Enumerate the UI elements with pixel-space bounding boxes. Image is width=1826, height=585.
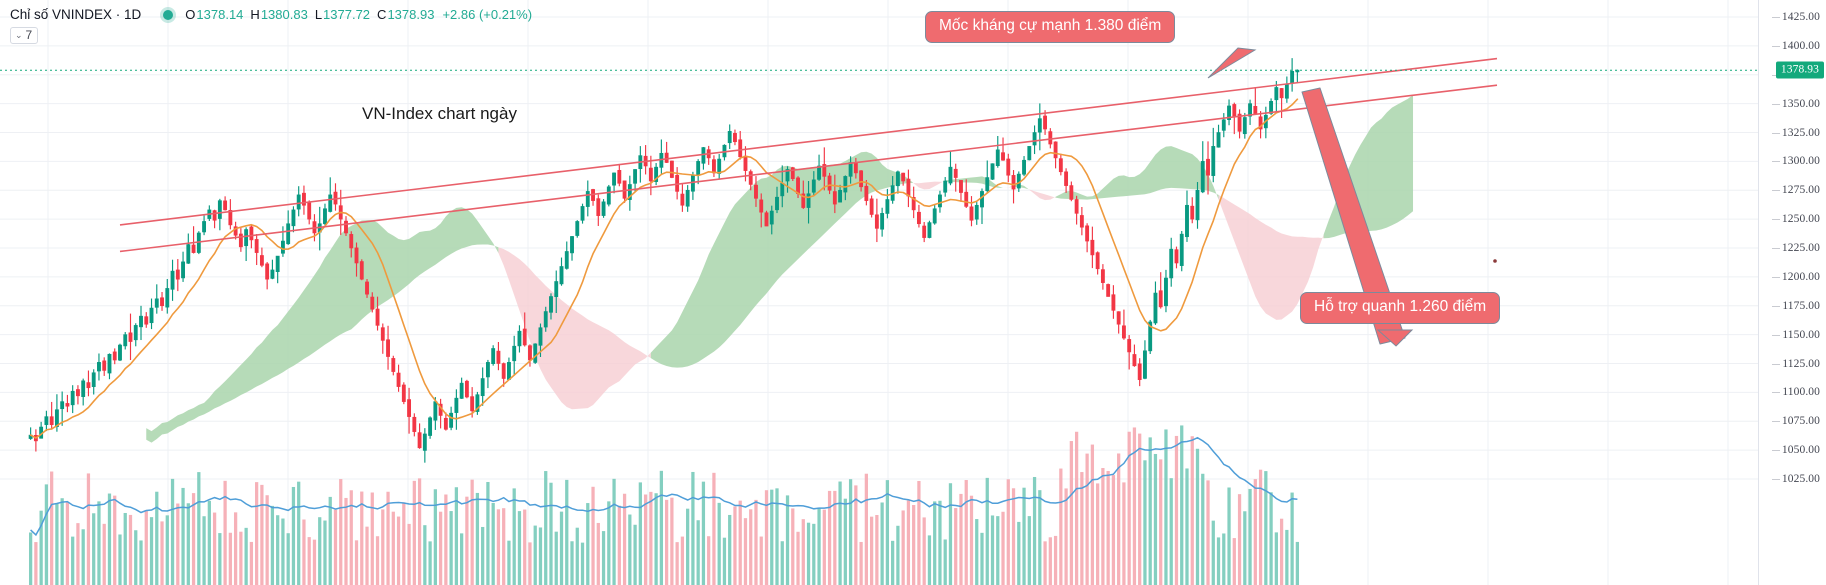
low-label: L	[314, 7, 323, 22]
tick-dash	[1771, 450, 1780, 452]
symbol-title[interactable]: Chỉ số VNINDEX · 1D	[10, 7, 142, 22]
tick-dash	[1771, 161, 1780, 163]
price-axis-tick: 1100.00	[1772, 386, 1820, 398]
chart-legend: Chỉ số VNINDEX · 1D O 1378.14 H 1380.83 …	[10, 7, 532, 44]
chevron-down-icon: ⌄	[15, 29, 23, 40]
open-label: O	[185, 7, 196, 22]
price-axis-tick: 1125.00	[1772, 358, 1820, 370]
change-value: +2.86 (+0.21%)	[442, 7, 533, 22]
close-label: C	[377, 7, 387, 22]
indicator-badge[interactable]: ⌄ 7	[10, 27, 39, 44]
candlestick-series	[28, 58, 1300, 463]
price-axis-tick: 1225.00	[1771, 242, 1820, 254]
ohlc-values: O 1378.14 H 1380.83 L 1377.72 C 1378.93 …	[185, 7, 532, 23]
open-value: 1378.14	[196, 7, 244, 22]
tick-dash	[1771, 248, 1780, 249]
volume-series	[28, 425, 1300, 585]
tick-dash	[1772, 305, 1781, 307]
moving-average-line	[29, 98, 1299, 439]
price-axis-tick: 1425.00	[1771, 11, 1820, 23]
tick-dash	[1772, 392, 1781, 394]
live-dot-icon	[163, 10, 174, 20]
price-axis-tick: 1175.00	[1772, 300, 1820, 312]
tick-dash	[1771, 17, 1780, 18]
price-axis-tick: 1325.00	[1771, 127, 1820, 139]
price-axis-tick: 1150.00	[1772, 329, 1820, 341]
tick-dash	[1772, 363, 1781, 365]
legend-primary-row: Chỉ số VNINDEX · 1D O 1378.14 H 1380.83 …	[10, 7, 532, 23]
price-axis-tick: 1350.00	[1771, 98, 1820, 110]
candlestick-chart-canvas	[0, 0, 1758, 585]
high-label: H	[250, 7, 260, 22]
annotation-support[interactable]: Hỗ trợ quanh 1.260 điểm	[1300, 292, 1501, 324]
indicator-badge-label: 7	[25, 28, 33, 42]
price-axis-tick: 1050.00	[1771, 444, 1820, 456]
annotation-resistance[interactable]: Mốc kháng cự mạnh 1.380 điểm	[925, 11, 1176, 43]
price-axis-tick: 1275.00	[1771, 184, 1820, 196]
low-value: 1377.72	[323, 7, 371, 22]
chart-title-label: VN-Index chart ngày	[362, 104, 517, 123]
tick-dash	[1771, 190, 1780, 192]
chart-plot-area[interactable]	[0, 0, 1758, 585]
price-axis-tick: 1250.00	[1771, 213, 1820, 225]
tick-dash	[1771, 421, 1780, 423]
tick-dash	[1771, 276, 1780, 278]
tick-dash	[1772, 334, 1781, 336]
annotation-pointers	[1207, 47, 1414, 347]
tick-dash	[1771, 219, 1780, 221]
trend-channel-lines	[119, 57, 1498, 253]
cloud-marker-dot	[1493, 259, 1497, 263]
price-axis-tick: 1400.00	[1771, 40, 1820, 52]
tick-dash	[1771, 103, 1780, 105]
price-axis-tick: 1025.00	[1771, 473, 1820, 485]
price-axis-tick: 1300.00	[1771, 155, 1820, 167]
ichimoku-cloud	[146, 94, 1414, 443]
price-axis-tick: 1075.00	[1771, 415, 1820, 427]
close-value: 1378.93	[387, 7, 435, 22]
tick-dash	[1771, 479, 1780, 480]
high-value: 1380.83	[260, 7, 308, 22]
price-axis-tick: 1200.00	[1771, 271, 1820, 283]
tick-dash	[1771, 132, 1780, 134]
price-axis[interactable]: 1425.001400.001375.001350.001325.001300.…	[1758, 0, 1826, 585]
tick-dash	[1771, 45, 1780, 47]
last-price-badge: 1378.93	[1775, 61, 1824, 79]
